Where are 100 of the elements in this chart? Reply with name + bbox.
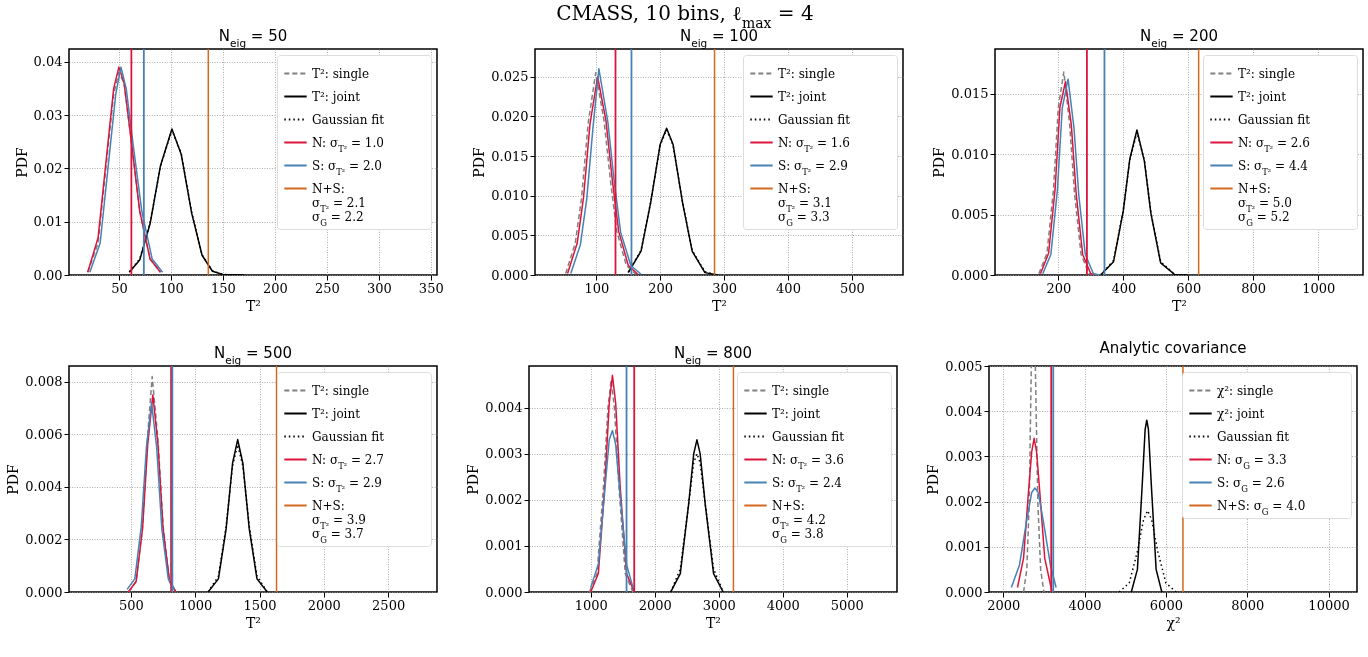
- legend-label: T²: joint: [778, 89, 827, 104]
- x-tick-label: 50: [111, 280, 128, 296]
- legend-label: Gaussian fit: [772, 429, 845, 444]
- y-tick-label: 0.001: [945, 539, 983, 555]
- y-tick-label: 0.01: [33, 214, 63, 230]
- legend-label: T²: single: [772, 383, 830, 398]
- legend-label: S: σ$_{T²}$ = 2.4: [772, 475, 843, 494]
- x-tick-label: 200: [1046, 280, 1072, 296]
- x-tick-label: 400: [1111, 280, 1137, 296]
- x-axis-title: T²: [1172, 297, 1187, 314]
- legend-label: Gaussian fit: [312, 429, 385, 444]
- x-tick-label: 500: [839, 280, 865, 296]
- y-tick-label: 0.002: [25, 531, 63, 547]
- y-tick-label: 0.003: [485, 446, 523, 462]
- legend-label: N+S: σ$_{T²}$ = 2.1 σ$_{G}$ = 2.2: [312, 181, 366, 228]
- legend-label: Gaussian fit: [1217, 429, 1290, 444]
- x-tick-label: 6000: [1149, 597, 1183, 613]
- x-tick-label: 4000: [1068, 597, 1102, 613]
- legend-label: N+S: σ$_{T²}$ = 3.1 σ$_{G}$ = 3.3: [778, 181, 832, 228]
- legend-label: T²: joint: [312, 406, 361, 421]
- x-tick-label: 150: [210, 280, 236, 296]
- y-tick-label: 0.004: [945, 403, 983, 419]
- x-axis-title: χ²: [1166, 614, 1181, 631]
- x-tick-label: 350: [418, 280, 444, 296]
- x-tick-label: 2000: [638, 597, 672, 613]
- x-tick-label: 600: [1176, 280, 1202, 296]
- y-tick-label: 0.000: [485, 584, 523, 600]
- x-tick-label: 2000: [987, 597, 1021, 613]
- legend-label: T²: joint: [772, 406, 821, 421]
- y-tick-label: 0.010: [951, 146, 989, 162]
- legend-label: S: σ$_{T²}$ = 4.4: [1238, 158, 1309, 177]
- legend-label: Gaussian fit: [778, 112, 851, 127]
- x-tick-label: 300: [712, 280, 738, 296]
- legend-label: N+S: σ$_{T²}$ = 4.2 σ$_{G}$ = 3.8: [772, 498, 826, 545]
- x-tick-label: 100: [158, 280, 184, 296]
- y-tick-label: 0.004: [25, 479, 63, 495]
- legend-label: S: σ$_{G}$ = 2.6: [1217, 475, 1285, 494]
- x-tick-label: 400: [776, 280, 801, 296]
- y-tick-label: 0.015: [951, 86, 989, 102]
- legend-label: N+S: σ$_{T²}$ = 3.9 σ$_{G}$ = 3.7: [312, 498, 366, 545]
- x-tick-label: 1500: [243, 597, 277, 613]
- y-tick-label: 0.010: [491, 188, 529, 204]
- y-axis-title: PDF: [465, 464, 482, 495]
- y-tick-label: 0.008: [25, 374, 63, 390]
- legend-label: T²: single: [778, 66, 836, 81]
- x-tick-label: 3000: [702, 597, 736, 613]
- chart-title: Analytic covariance: [1099, 339, 1247, 357]
- x-tick-label: 1000: [179, 597, 213, 613]
- y-axis-title: PDF: [13, 147, 30, 178]
- x-tick-label: 1000: [574, 597, 608, 613]
- legend-label: χ²: joint: [1217, 406, 1265, 421]
- x-tick-label: 200: [262, 280, 288, 296]
- legend-label: S: σ$_{T²}$ = 2.9: [312, 475, 383, 494]
- x-tick-label: 100: [584, 280, 610, 296]
- y-tick-label: 0.005: [951, 207, 989, 223]
- chart-title: N$_{eig}$ = 800: [673, 344, 753, 367]
- legend-label: T²: joint: [312, 89, 361, 104]
- x-tick-label: 500: [119, 597, 144, 613]
- legend-label: T²: joint: [1238, 89, 1287, 104]
- x-tick-label: 2500: [372, 597, 406, 613]
- legend-label: N: σ$_{T²}$ = 1.6: [778, 135, 850, 154]
- chart-title: N$_{eig}$ = 500: [213, 344, 293, 367]
- x-tick-label: 5000: [830, 597, 864, 613]
- y-tick-label: 0.00: [33, 267, 63, 283]
- legend-label: N+S: σ$_{G}$ = 4.0: [1217, 498, 1306, 517]
- legend-label: T²: single: [312, 66, 370, 81]
- y-tick-label: 0.002: [485, 492, 523, 508]
- legend-label: T²: single: [1238, 66, 1296, 81]
- legend-label: N: σ$_{T²}$ = 2.6: [1238, 135, 1310, 154]
- x-tick-label: 8000: [1231, 597, 1265, 613]
- y-tick-label: 0.005: [945, 358, 983, 374]
- y-tick-label: 0.005: [491, 227, 529, 243]
- x-tick-label: 200: [648, 280, 674, 296]
- y-tick-label: 0.003: [945, 448, 983, 464]
- x-axis-title: T²: [246, 297, 261, 314]
- y-tick-label: 0.000: [491, 267, 529, 283]
- y-tick-label: 0.006: [25, 426, 63, 442]
- legend-label: Gaussian fit: [1238, 112, 1311, 127]
- y-axis-title: PDF: [925, 464, 942, 495]
- legend-label: N+S: σ$_{T²}$ = 5.0 σ$_{G}$ = 5.2: [1238, 181, 1292, 228]
- x-tick-label: 250: [314, 280, 340, 296]
- chart-title: N$_{eig}$ = 200: [1139, 27, 1219, 50]
- legend-label: N: σ$_{T²}$ = 1.0: [312, 135, 384, 154]
- y-axis-title: PDF: [5, 464, 22, 495]
- y-tick-label: 0.002: [945, 494, 983, 510]
- x-tick-label: 4000: [766, 597, 800, 613]
- x-axis-title: T²: [706, 614, 721, 631]
- x-tick-label: 800: [1241, 280, 1267, 296]
- y-axis-title: PDF: [931, 147, 948, 178]
- legend-label: Gaussian fit: [312, 112, 385, 127]
- y-tick-label: 0.000: [945, 584, 983, 600]
- x-tick-label: 1000: [1302, 280, 1336, 296]
- legend-label: S: σ$_{T²}$ = 2.9: [778, 158, 849, 177]
- y-tick-label: 0.020: [491, 108, 529, 124]
- y-tick-label: 0.03: [33, 107, 63, 123]
- y-tick-label: 0.015: [491, 148, 529, 164]
- x-axis-title: T²: [246, 614, 261, 631]
- legend-label: χ²: single: [1217, 383, 1274, 398]
- y-tick-label: 0.000: [25, 584, 63, 600]
- x-axis-title: T²: [712, 297, 727, 314]
